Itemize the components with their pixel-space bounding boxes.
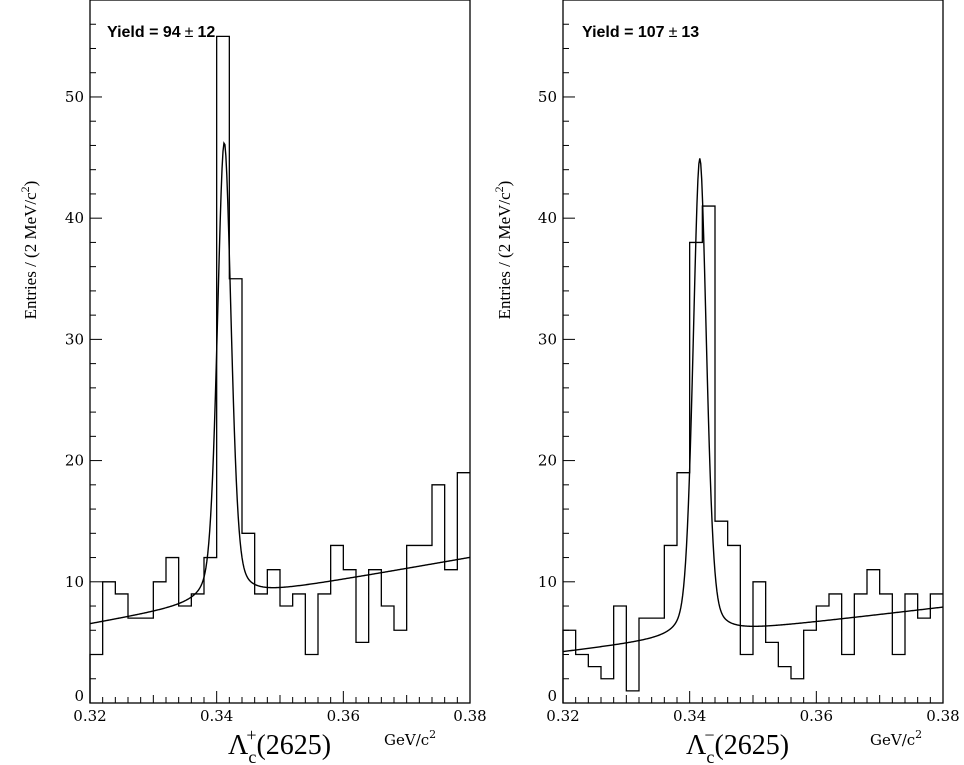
right-histogram-panel: 0 10 20 30 40 50 0.32 0.34 0.36 0.38 Yield = 107… [492,0,960,765]
x-tick-label: 0.36 [327,707,360,725]
y-tick-label: 20 [65,452,84,470]
x-tick-label: 0.32 [73,707,106,725]
y-tick-label: 0 [74,687,84,705]
y-tick-label: 30 [65,330,84,348]
yield-annotation: Yield = 107 ±13 [582,24,699,41]
y-tick-label: 50 [65,88,84,106]
yield-annotation: Yield = 94 ±12 [107,24,215,41]
y-axis-ticks: 0 10 20 30 40 50 [65,23,102,705]
y-tick-label: 0 [547,687,557,705]
histogram-series [562,205,943,703]
y-tick-label: 30 [538,330,557,348]
x-axis-unit: GeV/c2 [384,728,436,749]
fit-curve [89,141,471,625]
y-axis-title: Entries / (2 MeV/c2) [18,181,40,320]
x-axis-ticks: 0.32 0.34 0.36 0.38 [546,691,960,725]
fit-curve [562,158,944,653]
x-axis-title: Λc+(2625) [228,725,331,765]
y-tick-label: 40 [65,209,84,227]
histogram-series [89,35,470,703]
y-tick-label: 50 [538,88,557,106]
x-axis-title: Λc−(2625) [686,725,789,765]
left-histogram-panel: 0 10 20 30 40 50 0.32 0.34 0.36 0.38 Yield = 94 ±… [18,0,487,765]
x-tick-label: 0.38 [453,707,486,725]
y-axis-ticks: 0 10 20 30 40 50 [538,23,575,705]
x-tick-label: 0.34 [200,707,233,725]
y-axis-title: Entries / (2 MeV/c2) [492,181,514,320]
x-tick-label: 0.36 [800,707,833,725]
x-tick-label: 0.38 [926,707,959,725]
y-tick-label: 20 [538,452,557,470]
x-axis-unit: GeV/c2 [870,728,922,749]
y-tick-label: 10 [65,573,84,591]
x-tick-label: 0.34 [673,707,706,725]
y-tick-label: 40 [538,209,557,227]
x-tick-label: 0.32 [546,707,579,725]
y-tick-label: 10 [538,573,557,591]
x-axis-ticks: 0.32 0.34 0.36 0.38 [73,691,487,725]
